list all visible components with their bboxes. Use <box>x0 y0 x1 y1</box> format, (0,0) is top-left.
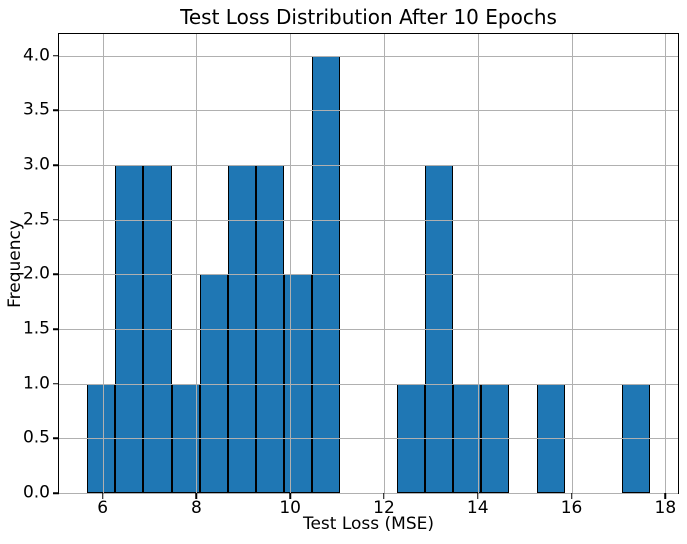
x-tick-label: 18 <box>654 498 677 518</box>
y-gridline <box>59 493 678 494</box>
y-tick-label: 4.0 <box>22 45 50 66</box>
x-tick-mark <box>383 493 385 499</box>
y-tick-mark <box>53 437 59 440</box>
x-gridline <box>571 34 573 493</box>
y-tick-label: 1.5 <box>22 318 50 339</box>
x-gridline <box>196 34 198 493</box>
y-gridline <box>59 329 678 331</box>
y-tick-label: 2.5 <box>22 209 50 230</box>
y-tick-mark <box>53 492 59 494</box>
x-tick-mark <box>570 493 573 499</box>
y-tick-label: 2.0 <box>22 263 50 284</box>
y-tick-label: 3.5 <box>22 99 50 120</box>
x-gridline <box>290 34 292 493</box>
x-tick-mark <box>664 493 667 499</box>
y-tick-mark <box>53 382 59 385</box>
y-tick-mark <box>53 109 59 112</box>
y-tick-mark <box>53 328 59 330</box>
chart-title: Test Loss Distribution After 10 Epochs <box>180 5 557 29</box>
x-axis-label: Test Loss (MSE) <box>302 514 435 534</box>
x-gridline <box>477 34 479 493</box>
x-tick-mark <box>195 493 198 499</box>
y-tick-mark <box>53 164 59 166</box>
y-gridline <box>59 274 678 276</box>
y-gridline <box>59 219 678 221</box>
y-gridline <box>59 438 678 440</box>
y-tick-label: 0.0 <box>22 482 50 503</box>
y-tick-label: 1.0 <box>22 373 50 394</box>
y-tick-label: 3.0 <box>22 154 50 175</box>
x-tick-label: 8 <box>190 498 202 518</box>
y-tick-mark <box>53 55 59 57</box>
y-gridline <box>59 383 678 385</box>
x-tick-mark <box>477 493 479 499</box>
x-tick-label: 10 <box>279 498 301 518</box>
x-tick-mark <box>289 493 291 499</box>
plot-area: 6 8 10 12 14 16 18 0.0 0.5 1.0 1.5 2.0 2.5 3.0 3.5 4.0 <box>23 33 679 517</box>
y-gridline <box>59 110 678 112</box>
y-tick-mark <box>53 273 59 276</box>
y-gridline <box>59 55 678 57</box>
x-gridline <box>665 34 667 493</box>
x-tick-label: 16 <box>560 498 583 518</box>
x-gridline <box>102 34 104 493</box>
y-gridline <box>59 165 678 167</box>
x-tick-mark <box>101 493 104 499</box>
x-tick-label: 6 <box>97 498 109 518</box>
x-gridline <box>383 34 385 493</box>
x-tick-label: 12 <box>373 498 395 518</box>
y-tick-label: 0.5 <box>22 427 50 448</box>
x-tick-label: 14 <box>466 498 489 518</box>
y-tick-mark <box>53 219 59 221</box>
